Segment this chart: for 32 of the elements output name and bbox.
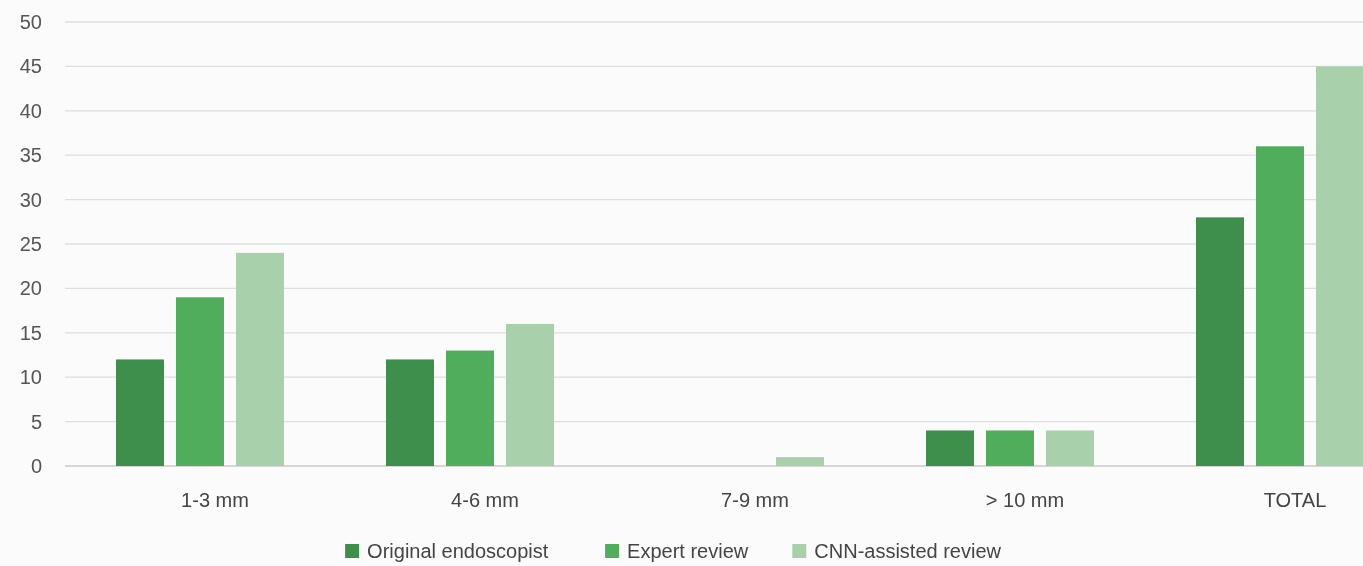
bar — [116, 359, 164, 466]
x-tick-label: 7-9 mm — [721, 489, 789, 511]
y-tick-label: 35 — [19, 144, 42, 167]
x-tick-label: > 10 mm — [985, 489, 1065, 511]
bar — [176, 297, 224, 466]
y-tick-label: 30 — [19, 188, 42, 211]
x-tick-label: 1-3 mm — [181, 489, 249, 511]
y-tick-label: 15 — [19, 321, 42, 344]
y-tick-label: 25 — [19, 233, 42, 255]
bar — [236, 252, 284, 466]
bar — [446, 350, 494, 466]
bar — [776, 457, 824, 466]
y-tick-label: 5 — [30, 410, 42, 433]
legend-label: Original endoscopist — [367, 540, 549, 562]
y-tick-label: 20 — [19, 277, 42, 300]
bar — [506, 323, 554, 466]
bar — [386, 359, 434, 466]
x-tick-label: TOTAL — [1263, 489, 1327, 511]
y-tick-label: 0 — [30, 455, 42, 477]
bar — [1046, 430, 1094, 466]
y-tick-label: 50 — [19, 11, 42, 33]
bar — [986, 430, 1034, 466]
legend-label: Expert review — [627, 540, 749, 562]
y-tick-label: 10 — [19, 366, 42, 389]
bar — [926, 430, 974, 466]
y-tick-label: 40 — [19, 99, 42, 122]
x-tick-label: 4-6 mm — [451, 489, 519, 511]
y-tick-label: 45 — [19, 55, 42, 78]
bar — [1256, 146, 1304, 466]
bar — [1196, 217, 1244, 466]
bar — [1316, 66, 1363, 466]
legend-label: CNN-assisted review — [814, 540, 1002, 562]
